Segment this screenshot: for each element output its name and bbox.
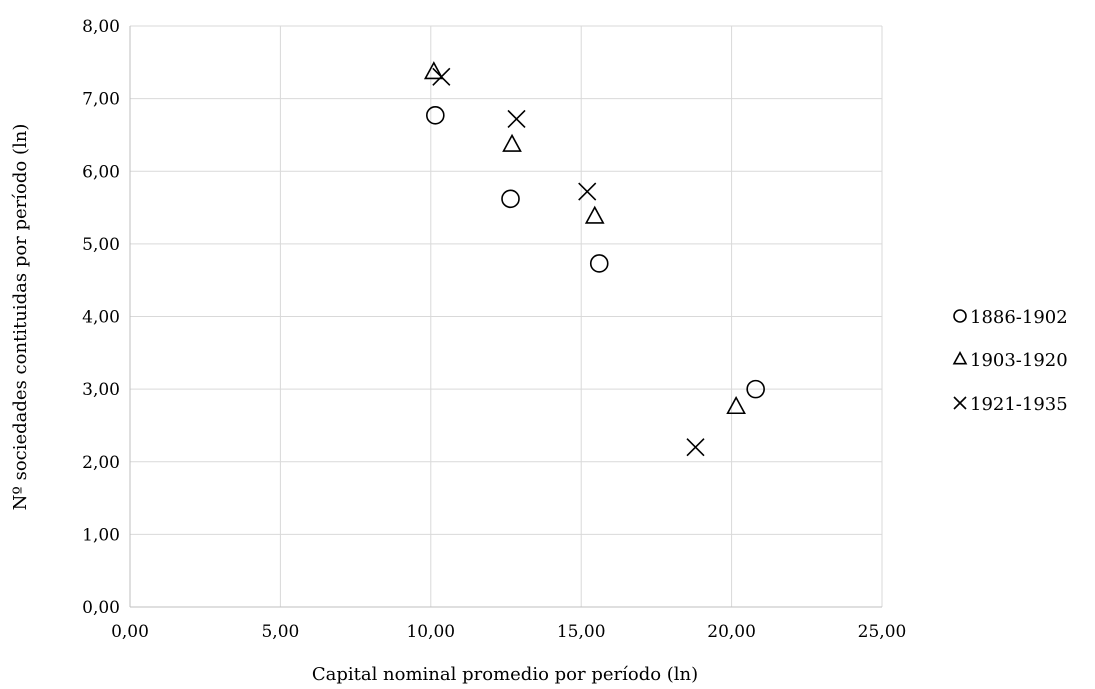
y-tick-label: 8,00 — [82, 17, 120, 37]
x-axis-title: Capital nominal promedio por período (ln… — [312, 664, 698, 685]
legend-marker-triangle — [952, 351, 968, 365]
data-points — [423, 61, 765, 457]
legend-item-1921-1935: 1921-1935 — [953, 394, 1068, 415]
data-point-triangle — [423, 61, 444, 80]
legend-marker-circle — [953, 309, 967, 323]
y-tick-label: 0,00 — [82, 598, 120, 618]
data-point-triangle — [952, 351, 968, 365]
axes — [129, 26, 882, 608]
y-tick-label: 1,00 — [82, 525, 120, 545]
data-point-x — [507, 109, 526, 129]
y-tick-label: 2,00 — [82, 453, 120, 473]
y-tick-label: 6,00 — [82, 162, 120, 182]
y-tick-label: 3,00 — [82, 380, 120, 400]
data-point-x — [578, 182, 597, 201]
y-tick-label: 5,00 — [82, 235, 120, 255]
legend: 1886-1902 1903-1920 1921-1935 — [952, 307, 1068, 415]
y-tick-label: 7,00 — [82, 90, 120, 110]
legend-marker-x — [953, 396, 967, 410]
y-tick-label: 4,00 — [82, 308, 120, 328]
data-point-circle — [501, 189, 520, 209]
data-point-x — [686, 438, 705, 457]
data-point-circle — [953, 309, 967, 323]
legend-item-1903-1920: 1903-1920 — [952, 350, 1068, 371]
data-point-triangle — [726, 395, 746, 415]
x-tick-label: 10,00 — [406, 622, 455, 642]
x-tick-label: 0,00 — [111, 622, 149, 642]
legend-item-1886-1902: 1886-1902 — [953, 307, 1068, 328]
data-point-circle — [426, 106, 445, 125]
data-point-circle — [589, 254, 609, 273]
legend-label: 1903-1920 — [970, 350, 1068, 371]
tick-labels: 0,00 5,00 10,00 15,00 20,00 25,00 0,00 1,00 2,00… — [82, 17, 906, 642]
x-tick-label: 5,00 — [261, 622, 299, 642]
legend-label: 1921-1935 — [970, 394, 1068, 415]
legend-label: 1886-1902 — [970, 307, 1068, 328]
data-point-x — [953, 396, 967, 410]
x-tick-label: 25,00 — [858, 622, 907, 642]
y-axis-title: Nº sociedades contituidas por período (l… — [10, 124, 31, 511]
x-tick-label: 20,00 — [707, 622, 756, 642]
gridlines — [130, 25, 883, 607]
x-tick-label: 15,00 — [557, 622, 606, 642]
data-point-x — [432, 67, 451, 86]
data-point-triangle — [502, 133, 522, 152]
data-point-triangle — [584, 205, 605, 224]
data-point-circle — [746, 379, 765, 399]
